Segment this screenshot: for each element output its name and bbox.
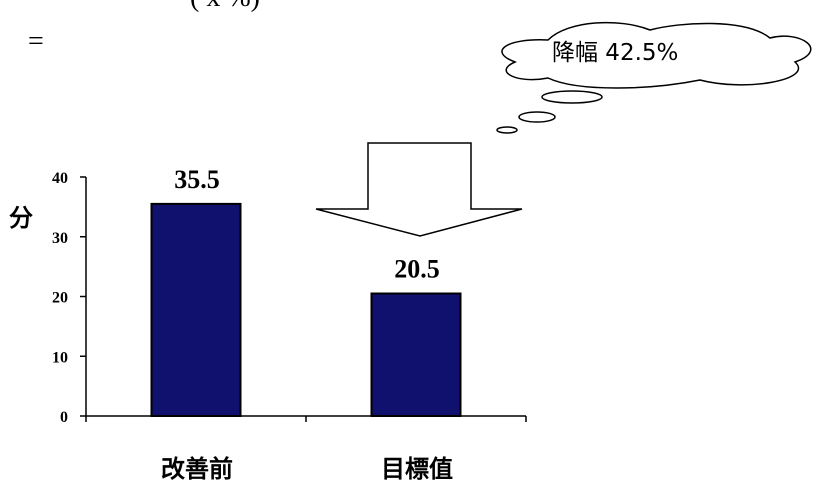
formula-top-text: ( x %)	[190, 0, 260, 13]
x-axis-ticks	[85, 416, 527, 422]
y-tick-label: 0	[60, 409, 68, 426]
thought-bubble-medium	[518, 111, 556, 123]
bar-series	[150, 202, 462, 418]
bar-value-label: 20.5	[394, 255, 440, 284]
down-arrow-icon	[315, 142, 523, 237]
callout-text: 降幅 42.5%	[552, 40, 678, 66]
y-tick-label: 40	[52, 170, 68, 187]
y-axis-label: 分	[9, 204, 33, 232]
y-tick-label: 20	[52, 290, 68, 307]
callout-cloud-body	[501, 21, 812, 89]
data-labels: 35.5 20.5	[174, 165, 440, 284]
x-category-label: 目標值	[381, 455, 453, 483]
category-labels: 改善前 目標值	[161, 455, 453, 483]
equals-sign: =	[28, 26, 44, 57]
callout-cloud: 降幅 42.5%	[496, 21, 812, 134]
bar-value-label: 35.5	[174, 165, 220, 194]
bar	[370, 292, 462, 418]
x-category-label: 改善前	[161, 455, 233, 483]
thought-bubble-small	[496, 126, 518, 134]
y-tick-label: 30	[52, 230, 68, 247]
y-axis-ticks: 0 10 20 30 40	[52, 170, 86, 426]
y-tick-label: 10	[52, 349, 68, 366]
bar	[150, 202, 242, 417]
thought-bubble-large	[541, 90, 603, 104]
